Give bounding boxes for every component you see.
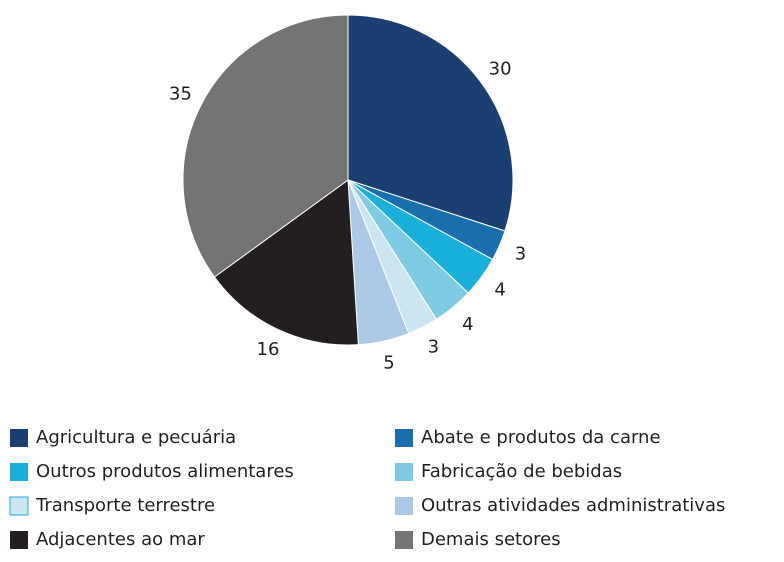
legend-label: Agricultura e pecuária <box>36 427 236 448</box>
legend-swatch <box>395 463 413 481</box>
legend-label: Transporte terrestre <box>35 495 215 516</box>
legend-swatch <box>10 463 28 481</box>
pie-slice <box>347 14 514 232</box>
legend-swatch <box>395 429 413 447</box>
data-label: 16 <box>257 339 280 360</box>
data-label: 3 <box>515 244 526 265</box>
legend-label: Abate e produtos da carne <box>421 427 661 448</box>
legend-label: Outros produtos alimentares <box>36 461 294 482</box>
pie-slice <box>213 179 359 346</box>
data-label: 4 <box>462 314 473 335</box>
legend-label: Outras atividades administrativas <box>421 495 725 516</box>
data-label: 35 <box>169 84 192 105</box>
legend-label: Demais setores <box>421 529 561 550</box>
data-label: 30 <box>489 58 512 79</box>
legend-label: Adjacentes ao mar <box>36 529 205 550</box>
legend-swatch <box>395 497 413 515</box>
pie-slice <box>182 14 349 278</box>
data-label: 5 <box>383 352 394 373</box>
data-label: 3 <box>428 337 439 358</box>
legend-swatch <box>10 531 28 549</box>
data-label: 4 <box>494 280 505 301</box>
legend-swatch <box>10 429 28 447</box>
legend-swatch <box>395 531 413 549</box>
legend-swatch <box>9 496 29 516</box>
legend-label: Fabricação de bebidas <box>421 461 622 482</box>
